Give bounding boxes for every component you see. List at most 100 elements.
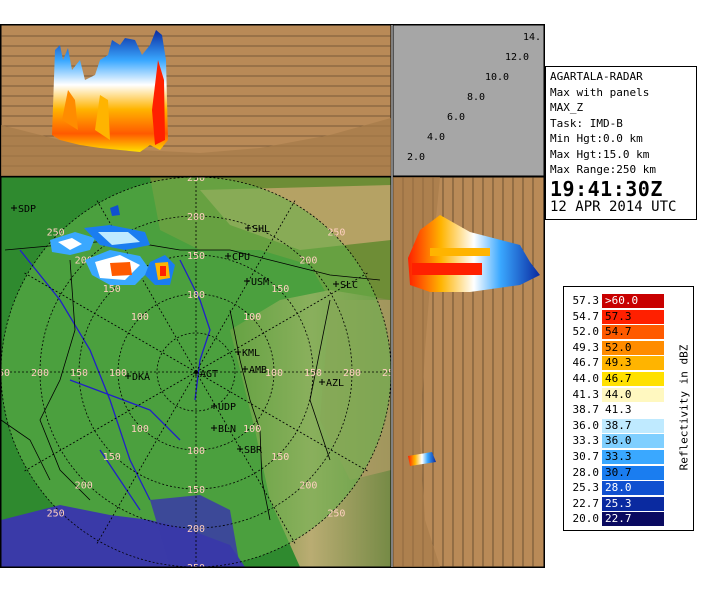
place-label: SDP xyxy=(18,204,36,215)
plan-view-map[interactable]: 100 100 100 100 100 100 100 100 150 150 150 150 150 1… xyxy=(0,172,400,574)
legend-color-swatch xyxy=(602,387,664,402)
range-ring-label: 150 xyxy=(103,284,121,295)
range-ring-label: 200 xyxy=(31,368,49,379)
range-spoke xyxy=(195,271,370,373)
height-axis-label: 2.0 xyxy=(407,152,425,163)
legend-low-value: 46.7 xyxy=(572,356,600,370)
legend-color-swatch xyxy=(602,372,664,386)
range-ring-label: 100 xyxy=(187,446,205,457)
radar-info-panel: AGARTALA-RADAR Max with panels MAX_Z Tas… xyxy=(545,66,697,220)
range-ring-label: 100 xyxy=(131,312,149,323)
legend-color-swatch xyxy=(602,512,664,527)
range-spoke xyxy=(195,198,297,373)
range-ring-label: 150 xyxy=(103,452,121,463)
place-marker xyxy=(237,446,243,452)
place-label: BLN xyxy=(218,424,236,435)
range-spoke xyxy=(22,371,197,473)
legend-high-value: 57.3 xyxy=(605,309,632,323)
range-ring-label: 200 xyxy=(299,480,317,491)
legend-high-value: 33.3 xyxy=(605,450,632,463)
legend-color-swatch xyxy=(602,309,664,324)
legend-color-swatch xyxy=(602,465,664,480)
map-echo xyxy=(50,205,175,285)
legend-row: 46.7 49.3 xyxy=(569,355,665,371)
range-ring-label: 100 xyxy=(265,368,283,379)
range-spoke xyxy=(95,198,197,373)
legend-low-value: 20.0 xyxy=(572,512,600,526)
height-axis-label: 4.0 xyxy=(427,132,445,143)
height-axis-corner: 2.04.06.08.010.0 12.0 14. xyxy=(392,24,545,177)
range-ring-label: 250 xyxy=(47,228,65,239)
legend-row: 49.3 52.0 xyxy=(569,340,665,356)
legend-color-swatch xyxy=(602,434,664,449)
legend-high-value: 30.7 xyxy=(605,465,632,479)
max-range: Max Range:250 km xyxy=(550,163,656,176)
place-label: AMB xyxy=(249,365,267,376)
range-ring-label: 150 xyxy=(70,368,88,379)
legend-row: 44.0 46.7 xyxy=(569,371,665,387)
legend-title: Reflectivity in dBZ xyxy=(677,344,691,471)
place-marker xyxy=(11,205,17,211)
station-name: AGARTALA-RADAR xyxy=(550,70,643,83)
legend-low-value: 41.3 xyxy=(572,387,600,401)
range-ring-label: 100 xyxy=(243,424,261,435)
legend-low-value: 52.0 xyxy=(572,325,600,339)
place-label: AGT xyxy=(200,369,218,380)
range-ring-label: 100 xyxy=(109,368,127,379)
place-marker xyxy=(244,278,250,284)
legend-high-value: 36.0 xyxy=(605,434,632,448)
place-label: UDP xyxy=(218,402,236,413)
legend-row: 52.0 54.7 xyxy=(569,324,665,340)
place-marker xyxy=(333,281,339,287)
legend-high-value: 38.7 xyxy=(605,418,632,432)
legend-color-swatch xyxy=(602,496,664,511)
right-height-panel xyxy=(392,176,545,568)
observation-time: 19:41:30Z xyxy=(550,176,663,201)
legend-high-value: 41.3 xyxy=(605,403,632,417)
top-height-panel xyxy=(0,24,392,177)
legend-color-swatch xyxy=(602,450,664,464)
place-label: CPU xyxy=(232,252,250,263)
range-ring xyxy=(156,332,236,412)
range-ring-label: 200 xyxy=(75,480,93,491)
legend-high-value: 22.7 xyxy=(605,512,632,526)
height-axis-label: 10.0 xyxy=(485,72,509,83)
range-ring-label: 200 xyxy=(343,368,361,379)
legend-high-value: 54.7 xyxy=(605,325,632,339)
legend-row: 22.7 25.3 xyxy=(569,496,665,512)
range-ring-label: 200 xyxy=(75,256,93,267)
top-echo xyxy=(52,30,168,152)
height-axis-label: 12.0 xyxy=(505,52,529,63)
legend-color-swatch xyxy=(602,325,664,340)
legend-row: 54.7 57.3 xyxy=(569,309,665,325)
range-ring-label: 200 xyxy=(187,212,205,223)
range-ring-label: 150 xyxy=(187,485,205,496)
legend-high-value: 49.3 xyxy=(605,356,632,370)
task-name: Task: IMD-B xyxy=(550,116,623,130)
legend-row: 30.7 33.3 xyxy=(569,449,665,465)
legend-color-swatch xyxy=(602,340,664,355)
legend-row: 41.3 44.0 xyxy=(569,387,665,403)
place-marker xyxy=(193,370,199,376)
legend-low-value: 25.3 xyxy=(572,481,600,495)
legend-row: 28.0 30.7 xyxy=(569,465,665,481)
height-axis-label: 8.0 xyxy=(467,92,485,103)
range-ring-label: 100 xyxy=(243,312,261,323)
range-ring-label: 100 xyxy=(131,424,149,435)
legend-low-value: 30.7 xyxy=(572,450,600,463)
reflectivity-legend: 57.3 >60.0 54.7 57.3 52.0 54.7 49.3 52.0 46.7 49.… xyxy=(563,286,694,531)
range-ring-label: 100 xyxy=(187,290,205,301)
place-marker xyxy=(245,225,251,231)
legend-high-value: 46.7 xyxy=(605,372,632,385)
place-label: DKA xyxy=(132,372,150,383)
height-axis-label: 6.0 xyxy=(447,112,465,123)
range-ring-label: 250 xyxy=(187,173,205,184)
place-label: AZL xyxy=(326,378,344,389)
max-height: Max Hgt:15.0 km xyxy=(550,147,650,161)
place-label: USM xyxy=(251,277,269,288)
parameter-name: MAX_Z xyxy=(550,101,584,114)
range-ring-label: 200 xyxy=(299,256,317,267)
height-axis-label: 14. xyxy=(523,32,541,43)
place-marker xyxy=(125,373,131,379)
